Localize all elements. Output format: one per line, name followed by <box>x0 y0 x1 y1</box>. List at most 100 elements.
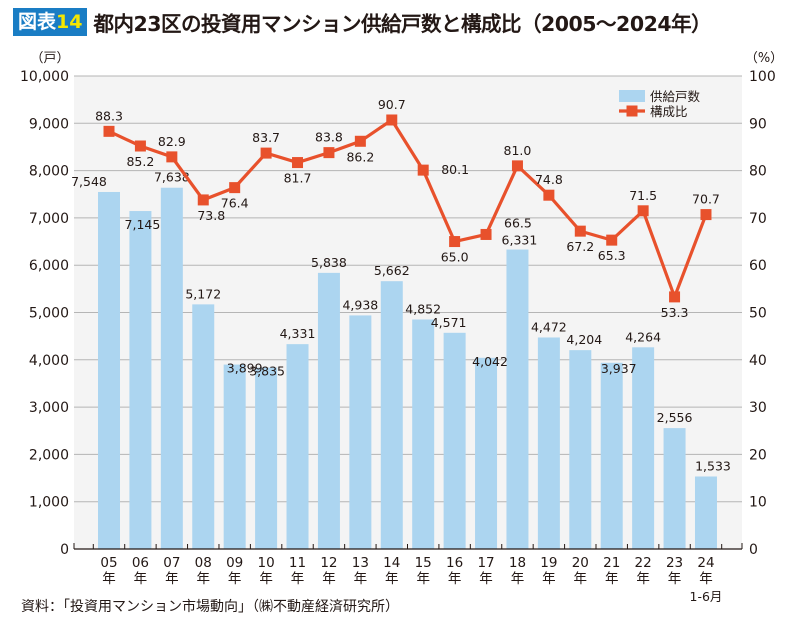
bar-value-label: 2,556 <box>657 410 693 425</box>
x-axis-tick-suffix: 年 <box>291 571 305 587</box>
line-value-label: 88.3 <box>95 108 123 123</box>
bar-value-label: 3,899 <box>227 361 263 376</box>
line-value-label: 86.2 <box>346 149 374 164</box>
bar <box>192 304 215 549</box>
bar-value-label: 7,548 <box>71 174 107 189</box>
line-value-label: 80.1 <box>441 162 469 177</box>
line-marker <box>700 209 712 221</box>
left-axis-tick-label: 8,000 <box>29 164 69 180</box>
tick-labels: 0 1,000 2,000 3,000 4,000 5,000 6,000 7,000 8,00… <box>20 51 783 604</box>
right-axis-tick-label: 90 <box>749 116 767 132</box>
chart-title: 都内23区の投資用マンション供給戸数と構成比（2005～2024年） <box>93 12 712 36</box>
x-axis-tick-label: 20 <box>572 555 589 571</box>
line-marker <box>449 236 461 248</box>
x-axis-tick-label: 12 <box>320 555 337 571</box>
x-axis-tick-label: 24 <box>697 555 714 571</box>
right-axis-tick-label: 80 <box>749 164 767 180</box>
line-value-label: 66.5 <box>504 215 532 230</box>
right-axis-tick-label: 20 <box>749 447 767 463</box>
x-axis-tick-label: 23 <box>666 555 683 571</box>
x-axis-tick-suffix: 年 <box>197 571 211 587</box>
line-marker <box>134 140 146 152</box>
right-axis-tick-label: 60 <box>749 258 767 274</box>
x-axis-tick-label: 16 <box>446 555 463 571</box>
bar-value-label: 7,638 <box>154 170 190 185</box>
line-marker <box>197 194 209 206</box>
x-axis-tick-suffix: 年 <box>322 571 336 587</box>
axes <box>73 543 743 550</box>
bar <box>129 211 152 549</box>
x-axis-tick-label: 13 <box>352 555 369 571</box>
bar-value-label: 4,264 <box>625 329 661 344</box>
x-axis-tick-suffix: 年 <box>605 571 619 587</box>
line-marker <box>229 182 241 194</box>
left-axis-tick-label: 10,000 <box>20 69 69 85</box>
x-axis-tick-suffix: 年 <box>448 571 462 587</box>
bar <box>632 347 655 549</box>
line-marker <box>606 234 618 246</box>
x-axis-tick-suffix: 年 <box>668 571 682 587</box>
right-axis-unit-label: （%） <box>745 51 783 66</box>
badge-prefix: 図表 <box>18 11 57 33</box>
left-axis-tick-label: 2,000 <box>29 447 69 463</box>
x-axis-tick-label: 10 <box>258 555 275 571</box>
legend-swatch-marker <box>626 105 638 117</box>
bar <box>475 357 498 549</box>
bar <box>443 332 466 549</box>
x-axis-tick-suffix: 年 <box>134 571 148 587</box>
bar-value-label: 4,571 <box>431 315 467 330</box>
line-marker <box>103 125 115 137</box>
left-axis-tick-label: 5,000 <box>29 306 69 322</box>
line-value-label: 67.2 <box>566 239 594 254</box>
x-axis-tick-suffix: 年 <box>228 571 242 587</box>
bar-value-label: 4,331 <box>280 326 316 341</box>
line-value-label: 65.0 <box>441 250 469 265</box>
right-axis-tick-label: 100 <box>749 69 776 85</box>
bar <box>537 337 560 549</box>
line-marker <box>480 228 492 240</box>
x-axis-tick-label: 19 <box>540 555 557 571</box>
line-marker <box>511 160 523 172</box>
left-axis-tick-label: 4,000 <box>29 353 69 369</box>
left-axis-tick-label: 9,000 <box>29 116 69 132</box>
line-marker <box>386 114 398 126</box>
bar <box>98 191 120 549</box>
legend-label-bar: 供給戸数 <box>650 89 701 104</box>
title-row: 図表14 都内23区の投資用マンション供給戸数と構成比（2005～2024年） <box>13 8 712 36</box>
line-value-label: 53.3 <box>661 305 689 320</box>
x-axis-tick-suffix: 年 <box>416 571 430 587</box>
line-value-label: 65.3 <box>598 248 626 263</box>
bar <box>255 367 278 549</box>
bar-value-label: 5,662 <box>374 263 410 278</box>
x-axis-tick-suffix: 年 <box>542 571 556 587</box>
badge-number: 14 <box>56 11 83 33</box>
x-axis-tick-label: 14 <box>383 555 400 571</box>
figure-badge: 図表14 <box>13 8 88 36</box>
bar <box>317 272 340 549</box>
left-axis-tick-label: 7,000 <box>29 211 69 227</box>
line-marker <box>292 157 304 169</box>
bar <box>663 428 686 549</box>
line-labels: 88.3 85.2 82.9 73.876.4 83.7 81.7 83.886.2 90.7… <box>95 97 720 320</box>
line-marker <box>166 151 178 163</box>
x-axis-tick-suffix: 年 <box>385 571 399 587</box>
x-axis-tick-suffix: 年 <box>636 571 650 587</box>
left-axis-tick-label: 1,000 <box>29 495 69 511</box>
right-axis-tick-label: 0 <box>749 542 758 558</box>
bar <box>380 281 403 549</box>
source-note: 資料：「投資用マンション市場動向」（㈱不動産経済研究所） <box>21 599 399 615</box>
line-value-label: 71.5 <box>629 188 657 203</box>
bar-value-label: 4,042 <box>472 354 508 369</box>
bar-value-label: 3,937 <box>601 361 637 376</box>
x-axis-tick-label: 06 <box>132 555 149 571</box>
bar <box>286 344 309 549</box>
line-series <box>103 114 712 303</box>
bar-series <box>98 187 717 549</box>
bar-value-label: 4,852 <box>405 302 441 317</box>
bar-value-label: 6,331 <box>502 233 538 248</box>
left-axis-tick-label: 6,000 <box>29 258 69 274</box>
bar-value-label: 4,938 <box>342 297 378 312</box>
x-axis-tick-suffix: 年 <box>699 571 713 587</box>
